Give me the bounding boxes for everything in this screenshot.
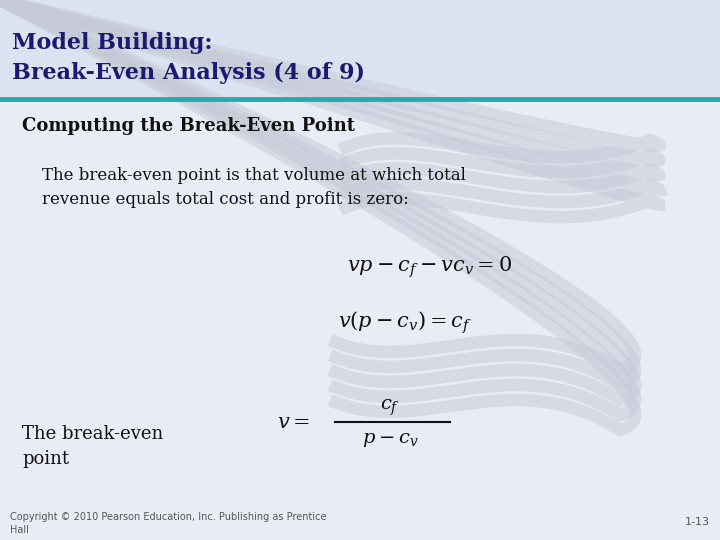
Bar [0,0,720,99]
Text: Copyright © 2010 Pearson Education, Inc. Publishing as Prentice
Hall: Copyright © 2010 Pearson Education, Inc.… [10,512,326,535]
Text: $p-c_{v}$: $p-c_{v}$ [361,431,418,449]
Text: Computing the Break-Even Point: Computing the Break-Even Point [22,117,355,135]
Text: The break-even: The break-even [22,425,163,443]
Text: $v(p-c_{v})=c_{f}$: $v(p-c_{v})=c_{f}$ [338,309,472,335]
Text: $vp-c_{f}-vc_{v}=0$: $vp-c_{f}-vc_{v}=0$ [347,254,513,280]
Text: Break-Even Analysis (4 of 9): Break-Even Analysis (4 of 9) [12,62,365,84]
Text: revenue equals total cost and profit is zero:: revenue equals total cost and profit is … [42,191,409,208]
Text: $v=$: $v=$ [277,413,310,431]
Text: 1-13: 1-13 [685,517,710,527]
Text: The break-even point is that volume at which total: The break-even point is that volume at w… [42,167,466,184]
Text: $c_{f}$: $c_{f}$ [380,398,400,418]
Text: Model Building:: Model Building: [12,32,212,54]
Text: point: point [22,450,69,468]
